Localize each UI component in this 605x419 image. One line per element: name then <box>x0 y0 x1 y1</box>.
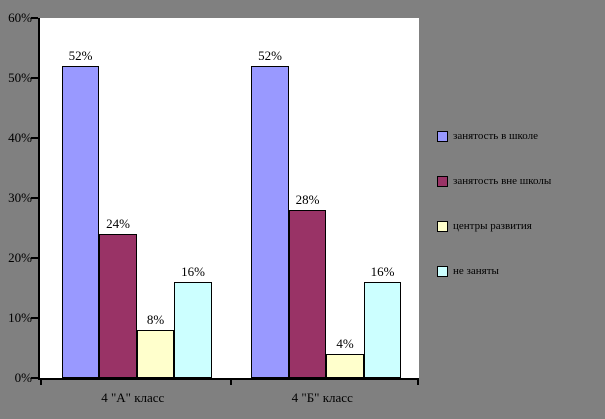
bar-1-group-2 <box>251 66 289 378</box>
y-tick-label: 30% <box>8 190 32 205</box>
data-label: 28% <box>295 192 320 207</box>
y-tick-mark <box>31 257 38 259</box>
legend-label: занятость вне школы <box>453 175 552 187</box>
y-tick-mark <box>31 317 38 319</box>
bar-3-group-1 <box>136 330 175 378</box>
data-label: 24% <box>106 216 130 231</box>
y-tick-mark <box>31 17 38 19</box>
legend-label: центры развития <box>453 220 532 232</box>
y-tick-mark <box>31 197 38 199</box>
data-label: 52% <box>68 48 93 63</box>
bar-2-group-1 <box>99 234 137 378</box>
y-tick-mark <box>31 77 38 79</box>
data-label: 16% <box>370 264 395 279</box>
legend-label: занятость в школе <box>453 130 538 142</box>
bar-4-group-1 <box>174 282 212 378</box>
y-tick-label: 60% <box>8 10 32 25</box>
y-tick-label: 10% <box>8 310 32 325</box>
x-tick-mark <box>40 380 42 385</box>
bar-3-group-2 <box>326 354 364 378</box>
x-tick-mark <box>229 380 232 385</box>
legend-item: занятость вне школы <box>437 174 551 188</box>
y-tick-mark <box>31 137 38 139</box>
legend-swatch-icon <box>437 130 448 142</box>
y-tick-label: 0% <box>14 370 32 385</box>
y-tick-label: 20% <box>8 250 32 265</box>
data-label: 4% <box>336 336 354 351</box>
data-label: 52% <box>258 48 282 63</box>
category-label: 4 "А" класс <box>101 390 165 405</box>
legend-label: не заняты <box>453 265 499 277</box>
bar-4-group-2 <box>363 282 402 378</box>
legend-swatch-icon <box>437 220 448 232</box>
plot-area: 52% 24% 8% 16% 52% 28% 4% 16% <box>31 17 419 385</box>
bar-2-group-2 <box>288 210 327 378</box>
x-tick-mark <box>417 380 419 385</box>
data-label: 16% <box>181 264 205 279</box>
data-label: 8% <box>146 312 165 327</box>
legend-item: центры развития <box>437 219 532 233</box>
legend-swatch-icon <box>437 175 448 187</box>
legend-swatch-icon <box>437 265 448 277</box>
bar-1-group-1 <box>61 66 100 378</box>
legend-item: не заняты <box>437 264 499 278</box>
y-tick-label: 50% <box>8 70 32 85</box>
category-label: 4 "Б" класс <box>291 390 353 405</box>
y-tick-mark <box>31 377 38 379</box>
y-tick-label: 40% <box>8 130 32 145</box>
legend-item: занятость в школе <box>437 129 538 143</box>
